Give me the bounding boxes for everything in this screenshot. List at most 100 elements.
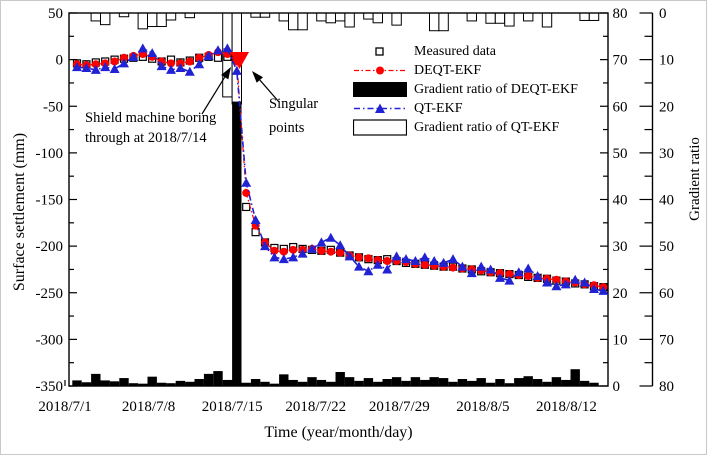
deqt-point [167,59,175,68]
red-line-circle-icon [354,66,406,75]
deqt-gradient-bar [391,377,402,386]
deqt-gradient-bar [119,378,129,386]
shield-arrow-head [221,67,231,80]
deqt-gradient-bar [579,380,590,386]
qt-gradient-bar [278,12,290,22]
deqt-point [420,260,429,269]
tick-label: -100 [36,146,64,162]
qt-point [598,285,609,295]
tick-label: -150 [36,193,64,209]
qt-gradient-bar [316,12,327,22]
qt-point [532,270,543,280]
deqt-gradient-bar [504,383,515,386]
deqt-gradient-bar [194,379,204,386]
qt-point [504,275,515,285]
deqt-point [91,60,100,69]
qt-point [391,251,402,261]
qt-point [269,252,280,262]
deqt-gradient-bar [410,377,421,386]
left-axis-title: Surface settlement (mm) [11,132,28,292]
qt-gradient-bar [156,12,167,28]
singular-arrow-shaft [259,79,280,103]
deqt-point [449,263,457,272]
deqt-point [185,57,194,66]
tick-label: 70 [659,332,674,348]
deqt-gradient-bar [72,380,82,386]
qt-point [81,63,92,73]
blue-line-triangle-icon [354,103,406,113]
deqt-point [289,245,298,254]
qt-gradient-bar [335,12,346,22]
qt-gradient-bar [137,12,149,30]
qt-point [231,65,242,75]
tick-label: 80 [613,6,628,22]
deqt-point [120,53,128,62]
annotation-singular-line1: Singular [269,96,319,112]
deqt-point [364,254,373,263]
qt-point [579,277,590,287]
qt-gradient-bar [504,12,515,27]
legend-label-qt: QT-EKF [414,100,463,116]
deqt-gradient-bar [175,380,186,386]
qt-point [429,256,440,266]
deqt-point [552,275,561,284]
qt-point [542,277,552,287]
qt-gradient-bar [90,12,101,22]
black-bar-swatch-icon [353,82,407,97]
shield-arrow-shaft [201,76,226,115]
deqt-gradient-bar [326,381,336,386]
qt-gradient-bar [165,12,177,21]
tick-label: 2018/8/12 [536,399,597,415]
legend-label-gradient-deqt: Gradient ratio of DEQT-EKF [414,81,578,97]
deqt-gradient-bar [138,383,148,386]
tick-label: 50 [659,239,674,255]
legend-item-gradient-qt: Gradient ratio of QT-EKF [353,118,578,137]
qt-point [241,177,252,187]
qt-point [260,241,270,251]
tick-label: 60 [613,99,628,115]
legend: Measured data DEQT-EKF Gradient ratio of… [353,42,578,137]
tick-label: 50 [48,6,63,22]
qt-point [457,261,468,271]
deqt-gradient-bar [448,381,458,386]
deqt-gradient-bar [495,379,505,386]
legend-item-qt: QT-EKF [353,99,578,118]
qt-point [382,264,393,274]
deqt-gradient-bar [382,379,392,386]
annotation-shield-line2: through at 2018/7/14 [85,130,207,146]
deqt-gradient-bar [561,379,571,386]
deqt-gradient-bar [81,382,92,386]
qt-point [438,257,449,267]
tick-label: 2018/7/22 [285,399,346,415]
qt-gradient-bar [297,12,308,31]
open-square-marker-icon [375,47,384,56]
tick-label: 0 [56,53,64,69]
qt-point [570,274,581,284]
annotation-singular-points: Singular points [269,92,318,140]
qt-point [119,58,129,68]
legend-item-deqt: DEQT-EKF [353,61,578,80]
qt-point [278,254,289,264]
deqt-gradient-bar [91,373,101,386]
deqt-gradient-bar [185,381,195,386]
qt-point [72,62,82,72]
legend-item-gradient-deqt: Gradient ratio of DEQT-EKF [353,80,578,99]
deqt-gradient-bar [485,382,496,386]
qt-point [372,259,383,269]
tick-label: 30 [613,239,628,255]
qt-gradient-bar [344,12,355,28]
deqt-gradient-bar [166,383,176,386]
deqt-gradient-bar [213,371,223,386]
qt-gradient-bar [325,12,337,24]
qt-point [335,240,346,250]
qt-point [419,252,430,262]
qt-point [147,48,158,58]
qt-point [560,279,571,289]
qt-point [401,254,411,264]
deqt-gradient-bar [297,381,308,386]
qt-gradient-bar [541,12,553,28]
tick-label: 2018/7/29 [369,399,430,415]
qt-point [184,66,195,76]
tick-label: -300 [36,332,64,348]
